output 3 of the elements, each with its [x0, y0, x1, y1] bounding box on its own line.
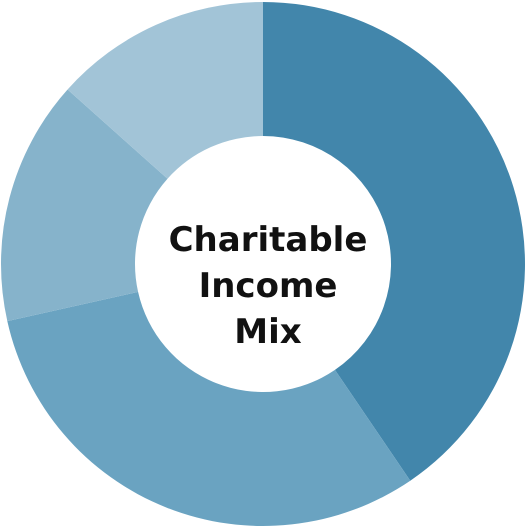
- donut-slice: [1, 90, 168, 322]
- donut-slice: [68, 2, 263, 179]
- text: Charitable Income Mix: [168, 220, 368, 352]
